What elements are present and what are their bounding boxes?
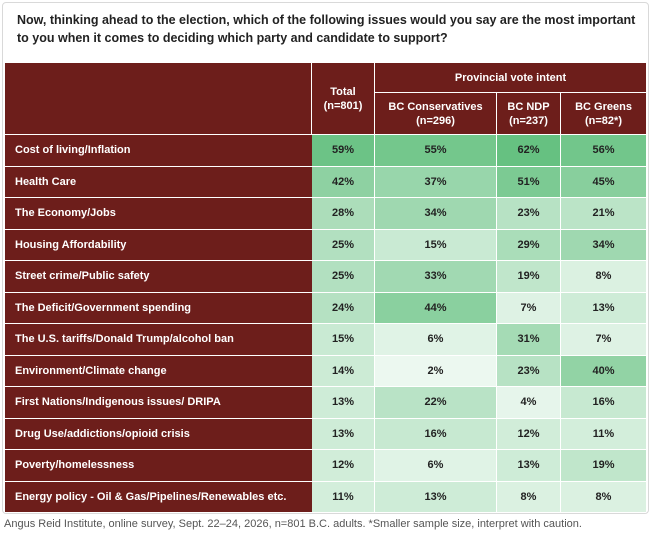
value-cell: 15% — [312, 324, 375, 356]
header-total-label: Total — [330, 85, 356, 98]
header-total: Total (n=801) — [312, 63, 375, 135]
value-cell: 25% — [312, 229, 375, 261]
value-cell: 34% — [375, 198, 497, 230]
value-cell: 8% — [561, 261, 647, 293]
value-cell: 16% — [561, 387, 647, 419]
row-label: Cost of living/Inflation — [5, 135, 312, 167]
value-cell: 8% — [497, 481, 561, 513]
value-cell: 59% — [312, 135, 375, 167]
value-cell: 23% — [497, 355, 561, 387]
value-cell: 15% — [375, 229, 497, 261]
row-label: The U.S. tariffs/Donald Trump/alcohol ba… — [5, 324, 312, 356]
header-bc-conservatives-n: (n=296) — [416, 114, 455, 127]
value-cell: 13% — [561, 292, 647, 324]
value-cell: 11% — [312, 481, 375, 513]
value-cell: 37% — [375, 166, 497, 198]
value-cell: 51% — [497, 166, 561, 198]
value-cell: 34% — [561, 229, 647, 261]
header-bc-conservatives-label: BC Conservatives — [388, 100, 483, 113]
value-cell: 2% — [375, 355, 497, 387]
table-row: First Nations/Indigenous issues/ DRIPA 13… — [5, 387, 647, 419]
row-label: Housing Affordability — [5, 229, 312, 261]
row-label: Drug Use/addictions/opioid crisis — [5, 418, 312, 450]
header-bc-greens-label: BC Greens — [575, 100, 632, 113]
value-cell: 55% — [375, 135, 497, 167]
header-total-n: (n=801) — [323, 99, 363, 112]
table-row: The Deficit/Government spending 24% 44% 7% 1… — [5, 292, 647, 324]
value-cell: 40% — [561, 355, 647, 387]
value-cell: 62% — [497, 135, 561, 167]
table-row: Housing Affordability 25% 15% 29% 34% — [5, 229, 647, 261]
row-label: Poverty/homelessness — [5, 450, 312, 482]
header-bc-greens: BC Greens (n=82*) — [561, 93, 647, 135]
row-label: Energy policy - Oil & Gas/Pipelines/Rene… — [5, 481, 312, 513]
value-cell: 33% — [375, 261, 497, 293]
value-cell: 6% — [375, 450, 497, 482]
value-cell: 28% — [312, 198, 375, 230]
chart-card: Now, thinking ahead to the election, whi… — [2, 2, 649, 514]
table-row: Health Care 42% 37% 51% 45% — [5, 166, 647, 198]
row-label: The Economy/Jobs — [5, 198, 312, 230]
source-note: Angus Reid Institute, online survey, Sep… — [4, 518, 582, 530]
header-bc-greens-n: (n=82*) — [585, 114, 622, 127]
value-cell: 4% — [497, 387, 561, 419]
header-group-title: Provincial vote intent — [375, 63, 647, 93]
table-row: Poverty/homelessness 12% 6% 13% 19% — [5, 450, 647, 482]
value-cell: 24% — [312, 292, 375, 324]
row-label: Street crime/Public safety — [5, 261, 312, 293]
value-cell: 56% — [561, 135, 647, 167]
header-bc-ndp-label: BC NDP — [507, 100, 550, 113]
value-cell: 23% — [497, 198, 561, 230]
value-cell: 21% — [561, 198, 647, 230]
header-bc-ndp: BC NDP (n=237) — [497, 93, 561, 135]
value-cell: 42% — [312, 166, 375, 198]
table-row: The U.S. tariffs/Donald Trump/alcohol ba… — [5, 324, 647, 356]
value-cell: 45% — [561, 166, 647, 198]
value-cell: 13% — [497, 450, 561, 482]
table-row: Drug Use/addictions/opioid crisis 13% 16% 1… — [5, 418, 647, 450]
results-table: Total (n=801) Provincial vote intent BC … — [5, 63, 647, 513]
value-cell: 13% — [312, 418, 375, 450]
value-cell: 8% — [561, 481, 647, 513]
row-label: First Nations/Indigenous issues/ DRIPA — [5, 387, 312, 419]
table-row: Street crime/Public safety 25% 33% 19% 8% — [5, 261, 647, 293]
value-cell: 7% — [561, 324, 647, 356]
value-cell: 13% — [375, 481, 497, 513]
value-cell: 19% — [561, 450, 647, 482]
header-corner — [5, 63, 312, 135]
value-cell: 16% — [375, 418, 497, 450]
table-row: The Economy/Jobs 28% 34% 23% 21% — [5, 198, 647, 230]
value-cell: 14% — [312, 355, 375, 387]
row-label: Environment/Climate change — [5, 355, 312, 387]
value-cell: 7% — [497, 292, 561, 324]
value-cell: 12% — [312, 450, 375, 482]
value-cell: 29% — [497, 229, 561, 261]
value-cell: 31% — [497, 324, 561, 356]
value-cell: 6% — [375, 324, 497, 356]
header-bc-conservatives: BC Conservatives (n=296) — [375, 93, 497, 135]
table-row: Energy policy - Oil & Gas/Pipelines/Rene… — [5, 481, 647, 513]
value-cell: 12% — [497, 418, 561, 450]
value-cell: 22% — [375, 387, 497, 419]
table-row: Environment/Climate change 14% 2% 23% 40% — [5, 355, 647, 387]
row-label: The Deficit/Government spending — [5, 292, 312, 324]
table-body: Cost of living/Inflation 59% 55% 62% 56% Heal… — [5, 135, 647, 513]
row-label: Health Care — [5, 166, 312, 198]
question-title: Now, thinking ahead to the election, whi… — [17, 13, 636, 45]
value-cell: 19% — [497, 261, 561, 293]
header-bc-ndp-n: (n=237) — [509, 114, 548, 127]
table-row: Cost of living/Inflation 59% 55% 62% 56% — [5, 135, 647, 167]
value-cell: 25% — [312, 261, 375, 293]
value-cell: 13% — [312, 387, 375, 419]
value-cell: 11% — [561, 418, 647, 450]
value-cell: 44% — [375, 292, 497, 324]
